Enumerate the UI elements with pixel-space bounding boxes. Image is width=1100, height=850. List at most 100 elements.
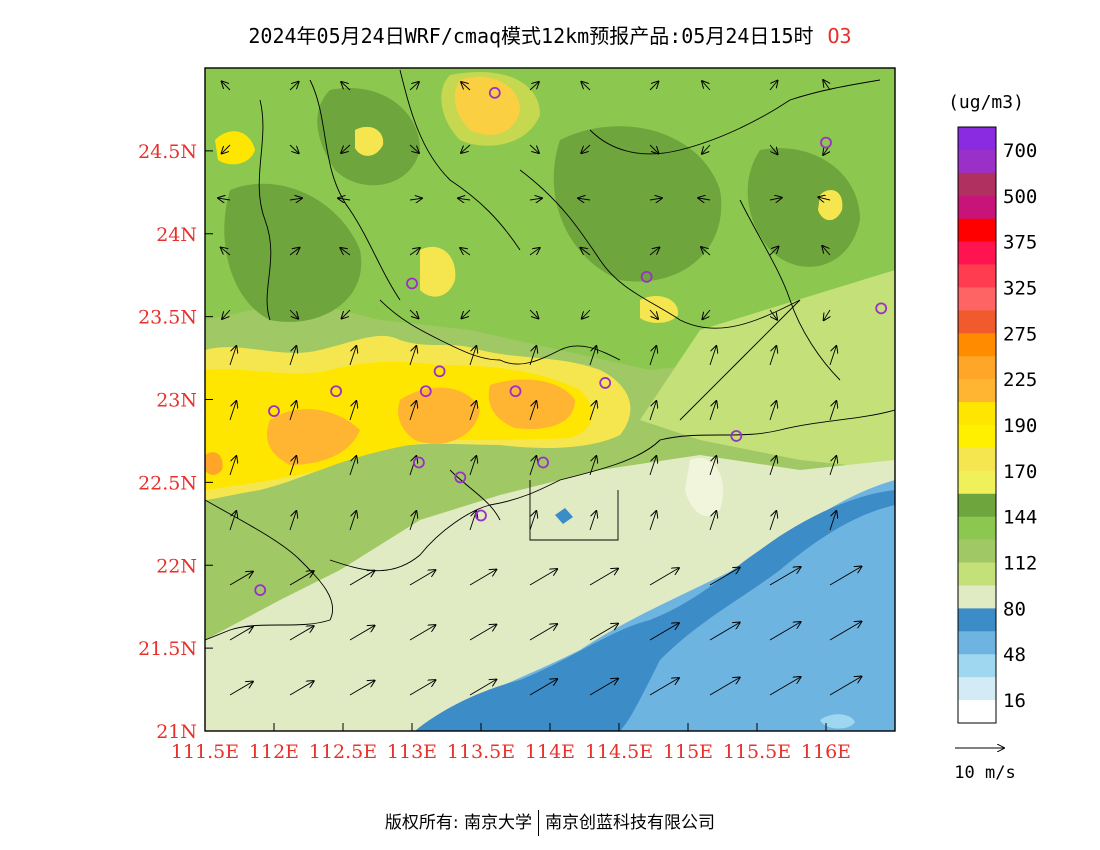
wind-arrow [349,681,375,696]
map-title: 2024年05月24日WRF/cmaq模式12km预报产品:05月24日15时 O… [0,20,1100,49]
wind-arrow [649,81,658,91]
station-marker [433,365,446,378]
wind-arrow [349,401,356,421]
wind-arrow [824,309,830,320]
wind-arrow [289,626,314,641]
wind-arrow [581,144,591,153]
wind-arrow [289,681,314,696]
legend-label: 144 [1003,507,1037,529]
wind-arrow [289,248,300,256]
wind-arrow [649,623,679,641]
legend-swatch [958,425,996,449]
legend-label: 500 [1003,186,1037,208]
wind-arrow [649,401,656,421]
wind-arrow [649,247,659,256]
legend-swatch [958,493,996,517]
lat-label: 21.5N [138,638,197,660]
legend-swatch [958,516,996,540]
station-marker [254,584,267,597]
wind-arrow [649,678,679,696]
legend-label: 16 [1003,690,1026,712]
yellow-spot [441,71,540,146]
legend-swatch [958,585,996,609]
wind-arrow [229,401,236,421]
wind-scale-label: 10 m/s [954,763,1015,783]
wind-arrow [461,82,471,91]
lon-label: 113.5E [447,741,515,763]
legend-swatch [958,218,996,242]
legend-swatch [958,287,996,311]
dark-green-patch [553,126,722,282]
legend-swatch [958,631,996,655]
latitude-axis: 24.5N 24N 23.5N 23N 22.5N 22N 21.5N 21N [138,141,213,743]
wind-arrow [529,198,542,200]
station-marker [875,302,888,315]
lon-label: 115.5E [723,741,791,763]
legend-swatch [958,333,996,357]
wind-arrow [340,248,351,256]
wind-arrow [829,511,836,531]
legend-label: 325 [1003,277,1037,299]
wind-arrow [649,309,658,319]
wind-arrow [469,570,496,586]
copyright-left: 版权所有: 南京大学 [384,813,533,833]
wind-scale: 10 m/s [954,748,1016,783]
wind-arrow [229,346,236,366]
wind-arrow [222,81,231,91]
wind-arrow [469,625,496,641]
wind-arrow [349,456,356,476]
wind-arrow [409,198,422,200]
wind-arrow [469,401,476,421]
wind-arrow [409,309,419,318]
wind-arrow [341,144,351,153]
wind-arrow [289,456,296,476]
station-marker [509,385,522,398]
yellow-spot [215,131,255,165]
wind-arrow [769,401,776,421]
low-value-patch [685,458,724,517]
wind-arrow [709,568,740,586]
wind-arrow [349,511,356,531]
boundary-lines [205,69,895,641]
wind-arrow [829,346,836,366]
station-marker [454,471,467,484]
lon-label: 112E [249,741,299,763]
wind-arrow [289,401,296,421]
wind-arrow [338,198,351,200]
wind-arrow [649,198,662,200]
wind-arrow [529,401,536,421]
longitude-axis: 111.5E 112E 112.5E 113E 113.5E 114E 114.5E 115E… [171,723,851,763]
color-legend: (ug/m3) 700 500 375 325 275 225 190 170 144 112 80… [948,92,1037,724]
yellow-spot [640,295,679,323]
wind-arrow [589,679,618,696]
lon-label: 112.5E [309,741,377,763]
copyright-right: 南京创蓝科技有限公司 [545,813,716,833]
wind-arrow [529,248,540,256]
wind-arrow [229,511,236,531]
legend-label: 190 [1003,415,1037,437]
station-marker [406,277,418,290]
wind-arrow [829,566,861,586]
wind-arrow [222,144,231,154]
wind-arrow [649,456,656,476]
wind-arrow [529,309,538,319]
wind-arrow [529,624,557,641]
ocean-light-region [420,480,895,731]
wind-arrow [769,309,777,320]
wind-arrow [229,627,253,641]
legend-swatch [958,562,996,586]
wind-arrow [589,624,618,641]
wind-arrow [769,198,782,200]
wind-arrow [469,680,496,696]
wind-arrow [769,247,779,256]
station-marker [730,430,743,442]
wind-arrow [649,511,656,531]
wind-arrow [289,309,298,319]
wind-arrow [229,456,236,476]
wind-arrow [769,511,776,531]
legend-swatch [958,264,996,288]
wind-arrow [769,81,777,91]
monitoring-stations [254,86,888,597]
wind-arrow [769,144,778,154]
ocean-patch [820,714,855,729]
